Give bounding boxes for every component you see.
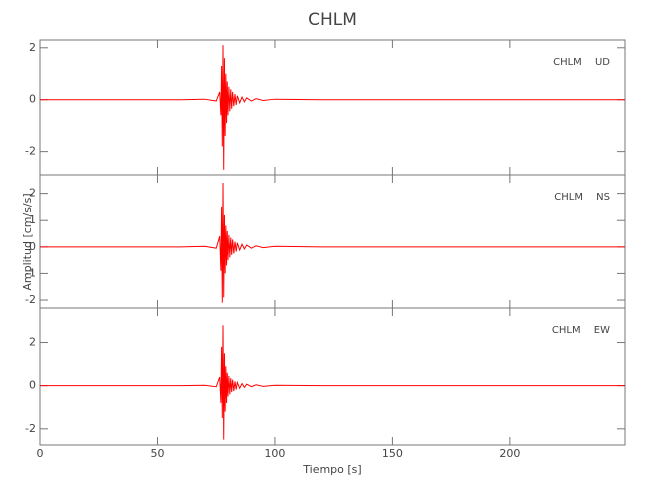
y-tick-label: 0 [29,240,36,253]
x-axis-label: Tiempo [s] [302,463,361,476]
y-tick-label: 2 [29,187,36,200]
y-axis-label: Amplitud [cm/s/s] [21,193,34,290]
trace [40,45,625,170]
panel-label: CHLM EW [552,325,610,336]
plot-frame [39,307,626,446]
x-tick-label: 50 [150,447,164,460]
y-tick-label: 2 [29,41,36,54]
chart-title: CHLM [308,10,357,30]
x-tick-label: 150 [382,447,403,460]
y-tick-label: -2 [25,145,36,158]
y-tick-label: 2 [29,336,36,349]
y-tick-label: -2 [25,293,36,306]
trace [40,182,625,303]
plot-frame [39,174,626,309]
y-tick-label: 0 [29,379,36,392]
y-tick-label: 1 [29,213,36,226]
y-tick-label: -2 [25,422,36,435]
plot-frame [39,39,626,176]
panel-label: CHLM UD [553,57,610,68]
x-tick-label: 200 [499,447,520,460]
x-tick-label: 0 [37,447,44,460]
y-tick-label: 0 [29,93,36,106]
trace [40,325,625,440]
x-tick-label: 100 [264,447,285,460]
panel-label: CHLM NS [554,192,610,203]
y-tick-label: -1 [25,266,36,279]
